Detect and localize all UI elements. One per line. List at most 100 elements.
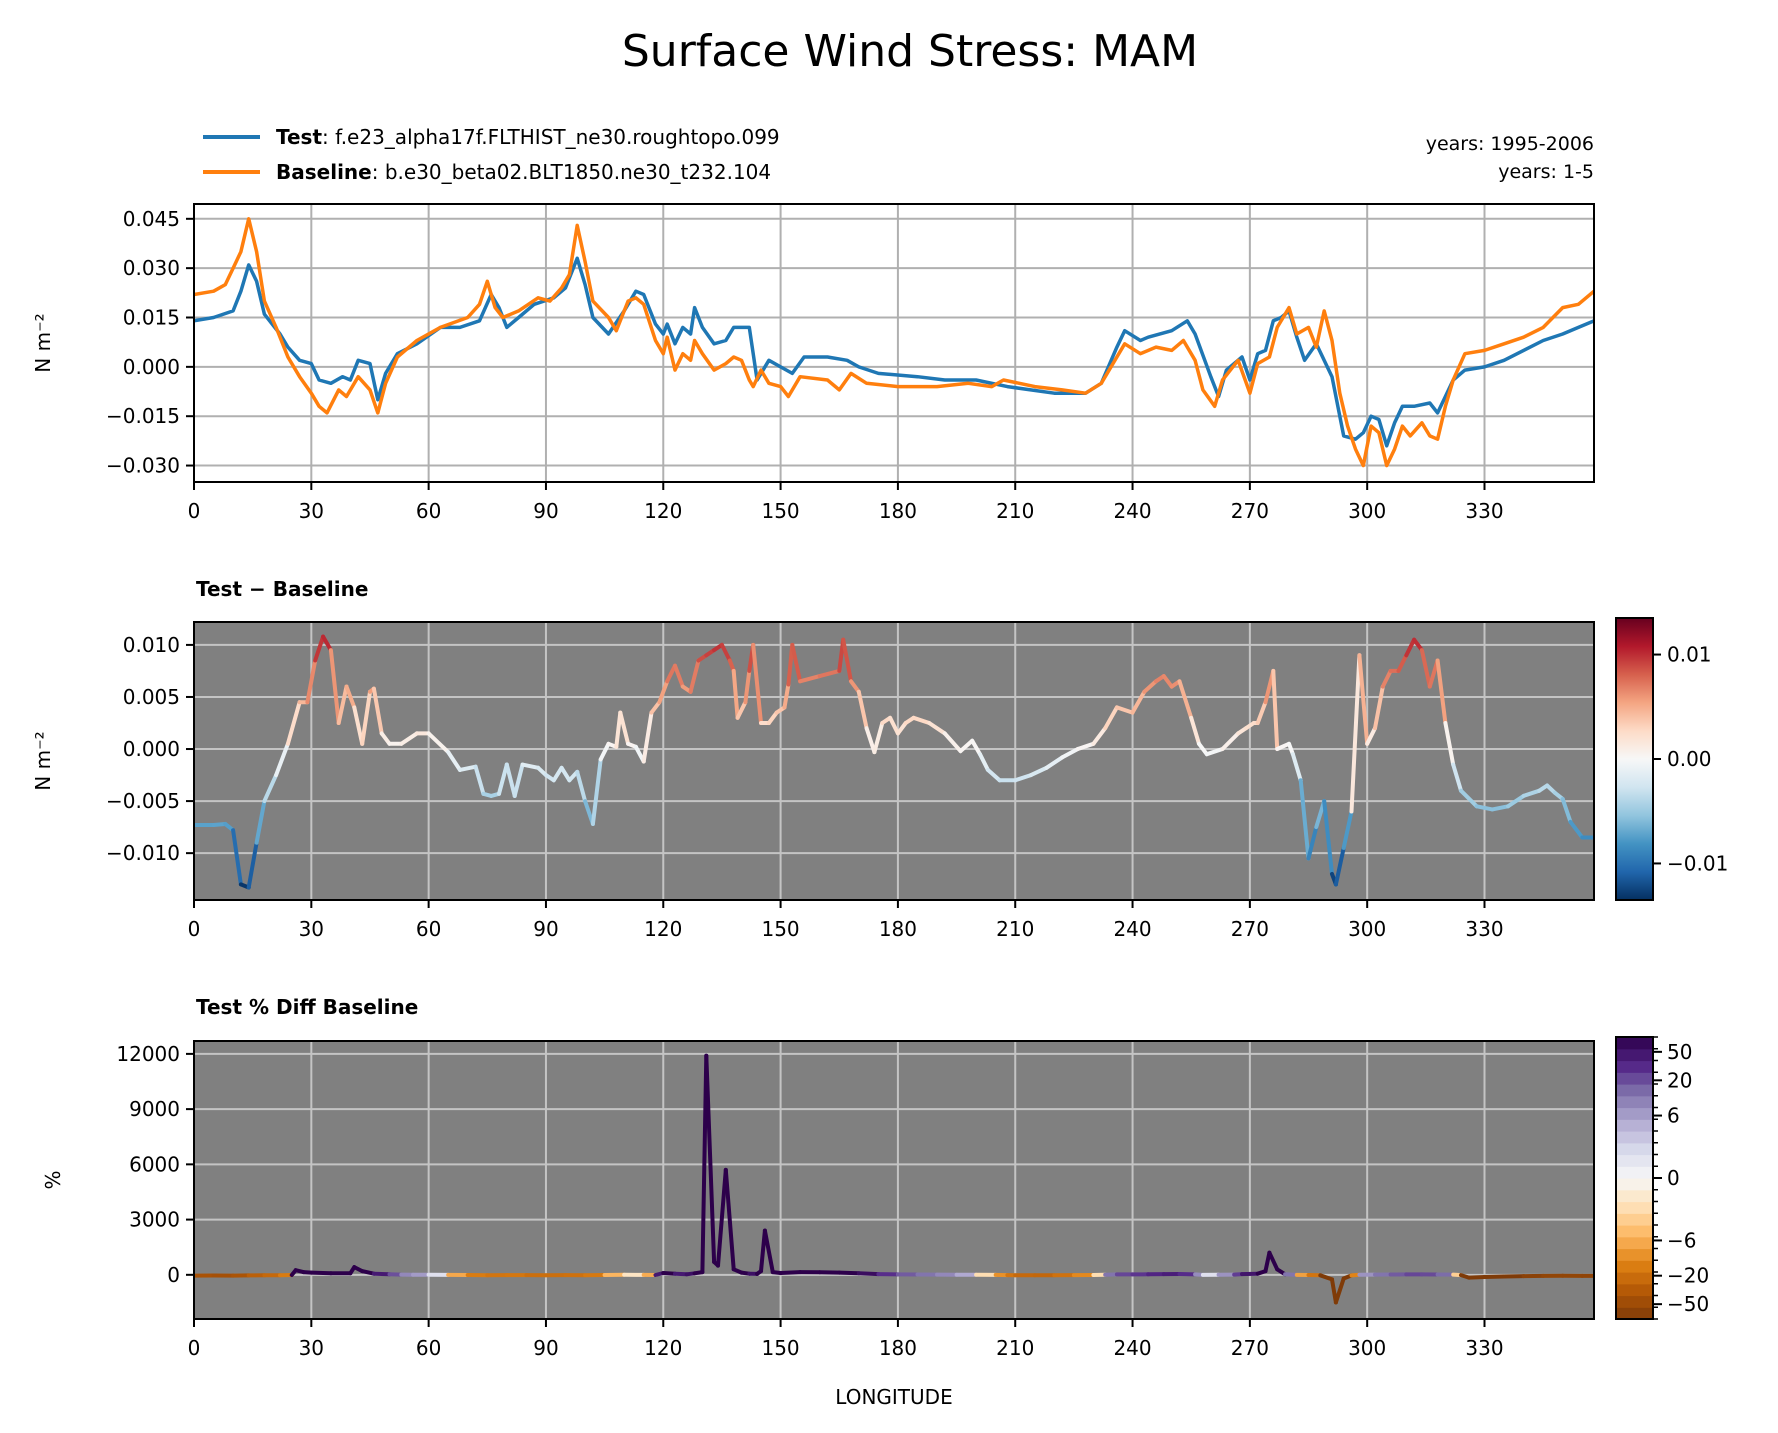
ytick-label: 0.000	[123, 737, 180, 761]
series-segment	[360, 689, 372, 746]
series-segment	[559, 765, 572, 783]
xtick-label: 30	[299, 1336, 324, 1360]
colorbar-tick-label: −0.01	[1667, 851, 1728, 875]
xtick-label: 300	[1348, 917, 1386, 941]
colorbar-pct-band	[1616, 1154, 1653, 1167]
panel-bottom-xticks: 0 30 60 90 120 150 180 210 240 270 300 330	[188, 1319, 1504, 1360]
panel-bottom-ylabel: %	[41, 1170, 65, 1189]
xtick-label: 90	[533, 917, 558, 941]
series-segment	[1404, 637, 1417, 658]
xtick-label: 330	[1465, 917, 1503, 941]
colorbar-pct-band	[1616, 1037, 1653, 1050]
xtick-label: 60	[416, 499, 441, 523]
panel-bottom-series	[194, 1053, 1594, 1305]
colorbar-tick-label: 20	[1667, 1068, 1692, 1092]
series-segment	[352, 705, 365, 746]
series-segment	[1459, 788, 1479, 809]
colorbar-tick-label: 0.00	[1667, 747, 1712, 771]
series-segment	[688, 658, 701, 694]
series-segment	[497, 762, 509, 796]
ytick-label: 0.015	[123, 306, 180, 330]
xtick-label: 210	[996, 1336, 1034, 1360]
xtick-label: 210	[996, 917, 1034, 941]
series-segment	[782, 682, 791, 710]
series-segment	[520, 762, 541, 770]
series-segment	[426, 731, 451, 755]
panel-middle-ylabel: N m⁻²	[31, 731, 55, 790]
colorbar-pct-band	[1616, 1142, 1653, 1156]
legend: Test: f.e23_alpha17f.FLTHIST_ne30.rought…	[203, 125, 780, 184]
series-segment	[1373, 684, 1385, 731]
series-segment	[673, 663, 685, 689]
colorbar-pct-band	[1616, 1236, 1653, 1250]
xtick-label: 330	[1465, 499, 1503, 523]
series-segment	[1044, 755, 1065, 770]
series-segment	[305, 658, 318, 705]
series-segment	[1091, 726, 1108, 746]
xtick-label: 60	[416, 1336, 441, 1360]
series-segment	[817, 668, 842, 679]
colorbar-pct-band	[1616, 1283, 1653, 1297]
colorbar-pct	[1615, 1036, 1654, 1320]
series-segment	[1130, 689, 1147, 715]
colorbar-pct-band	[1616, 1201, 1653, 1214]
colorbar-pct-band	[1616, 1095, 1653, 1109]
series-segment	[1568, 819, 1585, 840]
series-segment	[864, 726, 877, 755]
colorbar-diff	[1615, 617, 1654, 901]
colorbar-tick-label: −50	[1667, 1292, 1709, 1316]
xtick-label: 240	[1113, 917, 1151, 941]
colorbar-tick-label: 0.01	[1667, 643, 1712, 667]
series-segment	[731, 668, 740, 720]
colorbar-tick-label: −20	[1667, 1264, 1709, 1288]
xtick-label: 90	[533, 1336, 558, 1360]
series-segment	[1075, 741, 1096, 751]
series-segment	[766, 710, 779, 725]
xtick-label: 30	[299, 917, 324, 941]
series-segment	[798, 674, 822, 684]
series-segment	[590, 757, 603, 826]
series-segment	[970, 738, 982, 757]
colorbar-pct-band	[1616, 1272, 1653, 1285]
series-segment	[399, 731, 419, 746]
series-segment	[246, 840, 259, 890]
series-segment	[371, 1271, 392, 1277]
ytick-label: 6000	[129, 1152, 180, 1176]
colorbar-pct-band	[1616, 1048, 1653, 1062]
series-segment	[927, 721, 947, 736]
panel-top-yticks: −0.030 −0.015 0.000 0.015 0.030 0.045	[106, 207, 194, 478]
series-segment	[1365, 726, 1377, 746]
series-segment	[1103, 705, 1119, 731]
series-segment	[723, 1167, 736, 1272]
series-segment	[1412, 637, 1424, 653]
series-segment	[1255, 700, 1268, 725]
xtick-label: 150	[761, 1336, 799, 1360]
panel-top-ylabel: N m⁻²	[31, 313, 55, 372]
ytick-label: 12000	[116, 1042, 180, 1066]
colorbar-pct-band	[1616, 1131, 1653, 1144]
ytick-label: 3000	[129, 1208, 180, 1232]
series-segment	[1013, 773, 1033, 783]
series-segment	[1357, 653, 1370, 746]
xtick-label: 120	[644, 1336, 682, 1360]
colorbar-pct-band	[1616, 1178, 1653, 1191]
colorbar-pct-band	[1616, 1166, 1653, 1179]
panel-top-grid	[194, 204, 1594, 482]
series-segment	[1197, 741, 1209, 757]
series-segment	[1419, 648, 1432, 689]
colorbar-pct-band	[1616, 1072, 1653, 1085]
series-line-baseline	[194, 217, 1594, 468]
ytick-label: 0.010	[123, 633, 180, 657]
series-segment	[1560, 797, 1573, 824]
xtick-label: 330	[1465, 1336, 1503, 1360]
series-segment	[614, 710, 623, 749]
series-segment	[1306, 825, 1319, 861]
series-segment	[751, 642, 763, 725]
colorbar-pct-band	[1616, 1107, 1653, 1120]
xtick-label: 120	[644, 499, 682, 523]
series-segment	[837, 1270, 861, 1276]
colorbar-pct-ticks: −50 −20 −6 0 6 20 50	[1653, 1036, 1709, 1320]
colorbar-pct-band	[1616, 1060, 1653, 1073]
series-segment	[716, 1167, 728, 1268]
series-segment	[856, 689, 869, 731]
